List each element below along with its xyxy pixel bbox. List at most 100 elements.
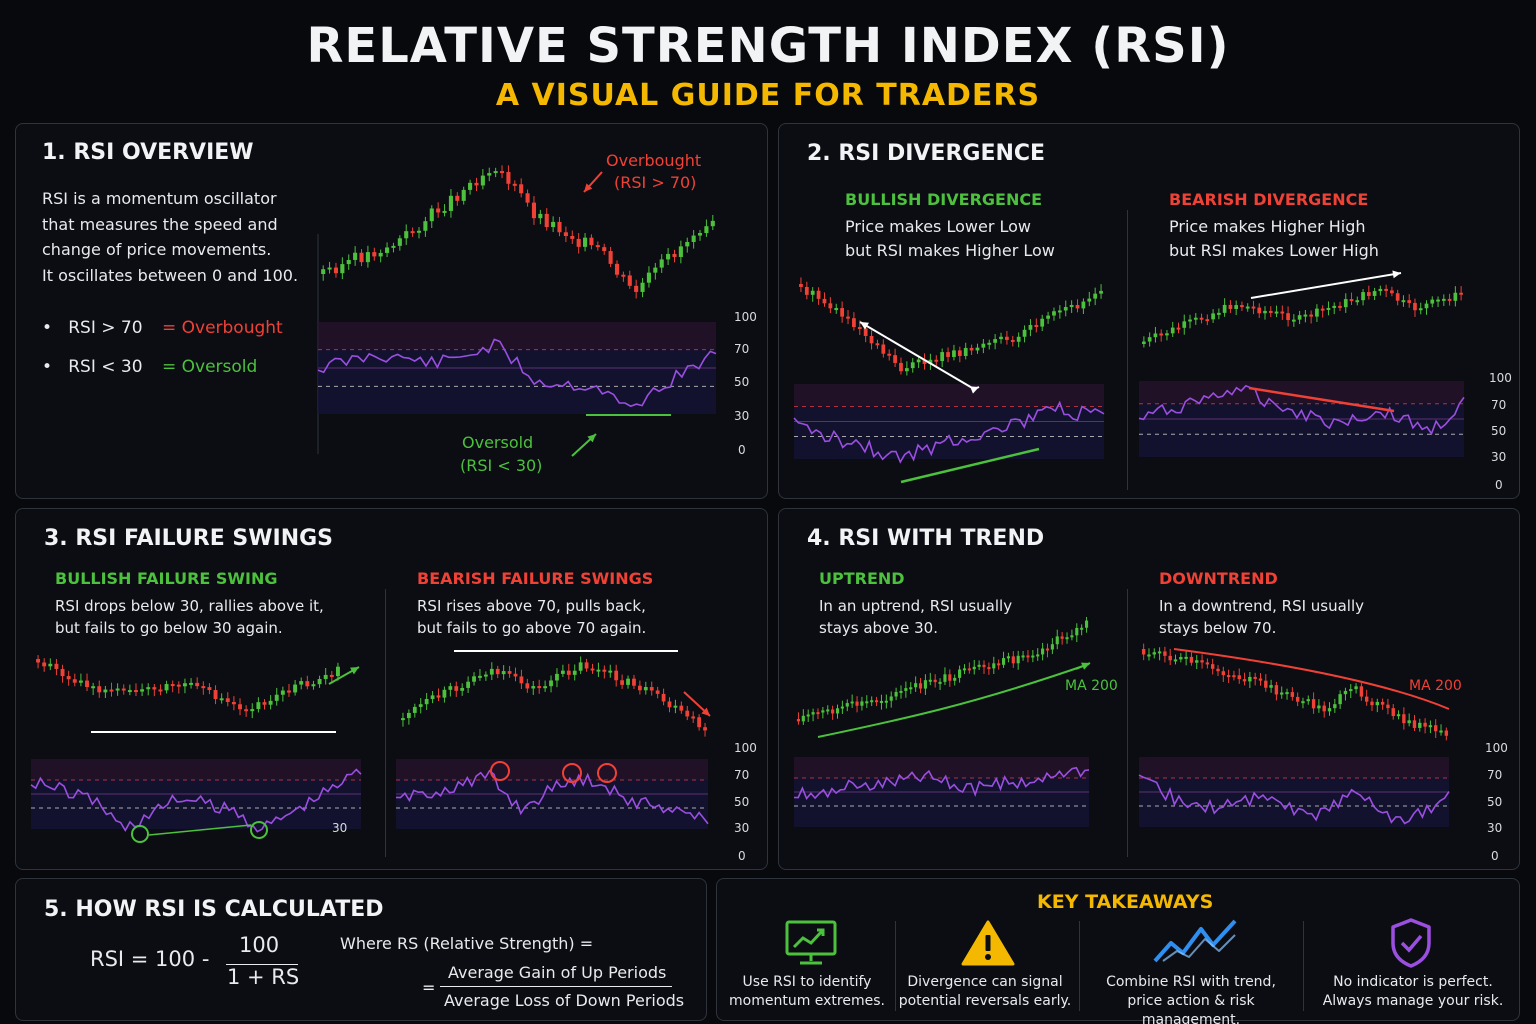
candle-body (1257, 307, 1262, 314)
takeaway-line: Always manage your risk. (1322, 993, 1504, 1009)
candle-body (602, 669, 607, 672)
candle-body (899, 362, 903, 372)
candle-body (884, 700, 888, 703)
candle-body (549, 680, 553, 687)
candle-body (869, 335, 874, 344)
takeaway-divider (1303, 921, 1304, 1011)
formula-loss: Average Loss of Down Periods (444, 991, 685, 1010)
bullet-eq: = (161, 357, 177, 377)
overview-chart (317, 165, 717, 457)
downtrend-chart (1138, 643, 1450, 827)
candle-body (904, 688, 908, 691)
candle-body (506, 172, 511, 184)
candle-body (928, 359, 933, 364)
candle-body (406, 712, 411, 719)
candle-body (1245, 306, 1250, 309)
candle-body (1199, 317, 1204, 320)
candle-body (1141, 649, 1146, 655)
candle-body (1217, 312, 1221, 315)
candle-body (1320, 308, 1325, 311)
candle-body (703, 727, 707, 731)
axis-tick: 70 (1487, 768, 1503, 782)
bullish-divergence-title: BULLISH DIVERGENCE (845, 190, 1043, 209)
candle-body (1163, 651, 1167, 656)
candle-body (881, 344, 886, 354)
axis-tick: 50 (734, 795, 750, 809)
takeaway-line: potential reversals early. (898, 993, 1072, 1009)
candle-body (1326, 307, 1331, 310)
bullish-divergence-chart (793, 277, 1105, 484)
failure-swing-circle (562, 763, 582, 783)
candle-body (531, 686, 536, 689)
candle-body (537, 686, 542, 689)
candle-body (238, 704, 242, 710)
candle-body (299, 681, 304, 685)
candle-body (1253, 676, 1257, 679)
candle-body (78, 680, 83, 683)
candle-body (1430, 299, 1435, 304)
candle-body (923, 680, 927, 689)
rsi-lower-high-line (1248, 386, 1395, 413)
rsi-line (1138, 384, 1465, 436)
rsi-pane-bg (1139, 403, 1464, 457)
candle-body (940, 352, 945, 362)
rsi-line (793, 766, 1090, 801)
candle-body (1232, 675, 1236, 678)
candle-body (244, 709, 249, 712)
candle-body (685, 241, 690, 247)
candle-body (460, 687, 465, 691)
candle-body (152, 687, 157, 690)
candle-body (538, 213, 543, 219)
candle-body (555, 673, 559, 681)
axis-tick: 70 (734, 342, 750, 356)
candle-body (811, 712, 815, 715)
candle-body (1045, 648, 1050, 651)
candle-body (922, 359, 927, 364)
candle-body (620, 680, 625, 685)
bearish-breakdown-arrow-head (701, 707, 710, 716)
bearish-failure-line: but fails to go above 70 again. (417, 619, 647, 637)
candle-body (544, 213, 549, 228)
price-lower-low-arrow-head (970, 386, 979, 394)
panel-divider (385, 589, 386, 857)
candle-body (627, 275, 632, 286)
candle-body (1407, 720, 1411, 724)
candle-body (72, 679, 77, 683)
candle-body (987, 667, 991, 670)
candle-body (1170, 327, 1175, 334)
candle-body (821, 710, 825, 713)
candle-body (1006, 656, 1010, 659)
panel-divider (1127, 210, 1128, 490)
candle-body (1453, 292, 1458, 301)
candle-body (1069, 304, 1074, 308)
candle-body (1332, 305, 1337, 308)
candle-body (1005, 336, 1009, 340)
candle-body (391, 245, 396, 248)
candle-body (424, 698, 429, 705)
candle-body (1349, 299, 1354, 302)
candle-body (697, 717, 702, 728)
candle-body (525, 193, 530, 203)
candle-body (570, 236, 575, 239)
formula-ratio-bar (440, 986, 672, 987)
candle-body (1242, 679, 1247, 682)
candle-body (1428, 725, 1433, 728)
candle-body (997, 663, 1001, 666)
takeaways-title: KEY TAKEAWAYS (1037, 891, 1214, 913)
candle-body (501, 671, 506, 675)
rsi-line (317, 338, 717, 408)
candle-body (589, 237, 594, 246)
candle-body (311, 684, 316, 687)
rsi-higher-low-line (900, 447, 1040, 484)
candle-body (507, 671, 512, 674)
candle-body (637, 685, 642, 691)
candle-body (981, 343, 986, 348)
candle-body (1221, 671, 1226, 676)
candle-body (975, 347, 980, 351)
candle-body (474, 182, 479, 186)
candle-body (1060, 636, 1064, 639)
candle-body (404, 231, 409, 239)
candle-body (1165, 333, 1169, 336)
candle-body (934, 359, 939, 362)
overview-line-1: RSI is a momentum oscillator (42, 189, 277, 208)
